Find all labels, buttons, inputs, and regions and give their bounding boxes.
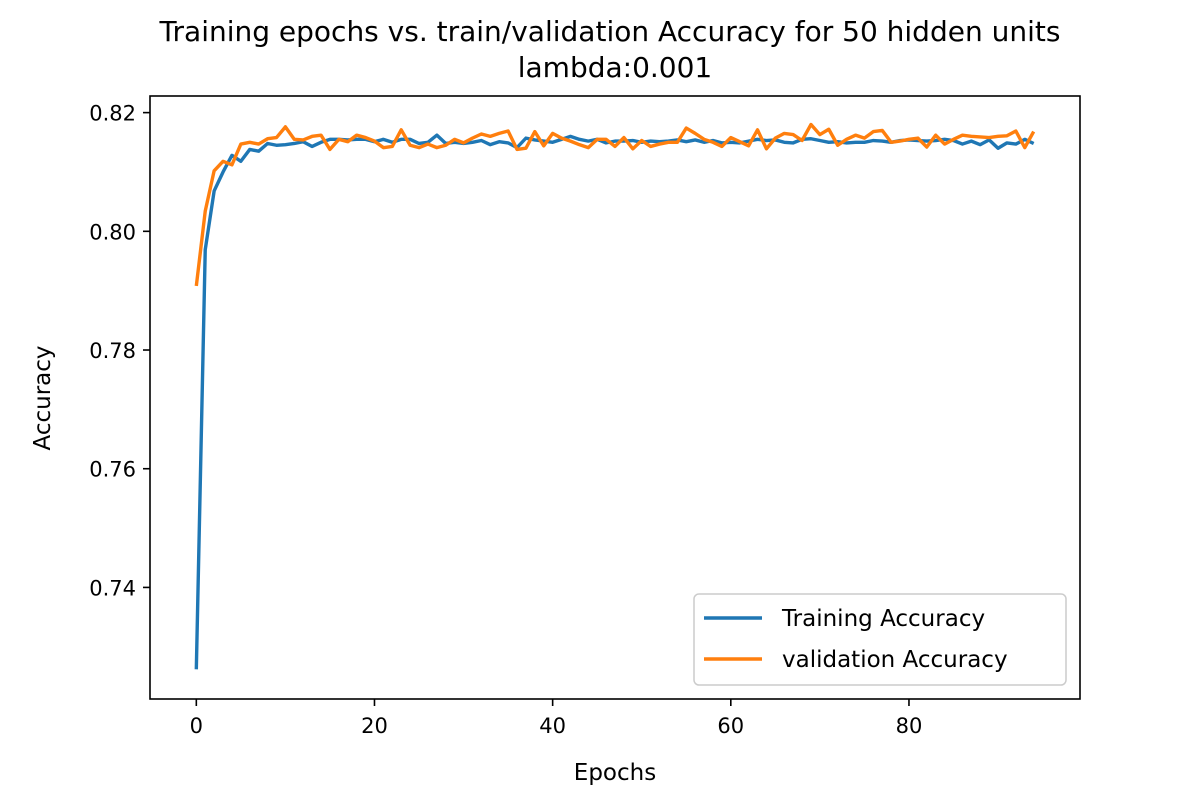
x-tick-label: 0 [190,714,203,738]
x-axis: 0 20 40 60 80 [190,699,923,738]
y-axis-label: Accuracy [30,345,56,450]
series-layer [194,122,1036,670]
legend-label-validation: validation Accuracy [782,647,1008,673]
y-tick-label: 0.80 [89,220,136,244]
y-tick-label: 0.82 [89,102,136,126]
y-tick-label: 0.74 [89,576,136,600]
chart-title: Training epochs vs. train/validation Acc… [159,15,1061,48]
plot-frame [149,95,1081,700]
legend-label-training: Training Accuracy [781,606,985,632]
x-tick-label: 20 [361,714,388,738]
y-axis: 0.74 0.76 0.78 0.80 0.82 [89,102,150,600]
series-line-validation-accuracy [194,122,1036,287]
y-tick-label: 0.78 [89,339,136,363]
y-tick-label: 0.76 [89,458,136,482]
x-axis-label: Epochs [574,760,656,786]
x-tick-label: 40 [539,714,566,738]
chart-subtitle: lambda:0.001 [518,51,713,84]
chart-legend: Training Accuracy validation Accuracy [693,593,1067,686]
legend-box [693,593,1067,686]
x-tick-label: 60 [717,714,744,738]
x-tick-label: 80 [896,714,923,738]
